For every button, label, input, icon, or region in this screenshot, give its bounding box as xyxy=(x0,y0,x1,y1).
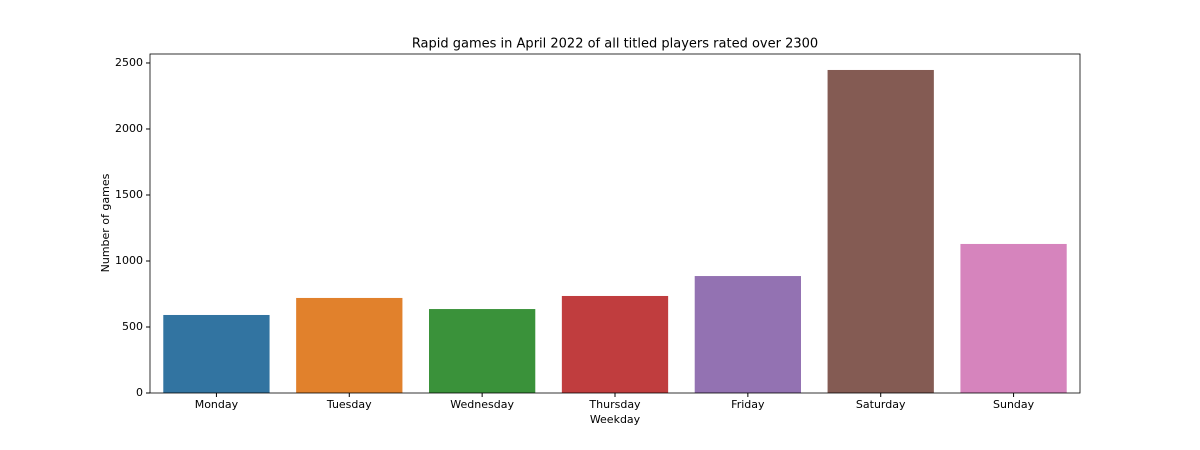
y-tick-label: 500 xyxy=(122,320,143,333)
x-tick-label: Thursday xyxy=(588,398,641,411)
y-tick-label: 2000 xyxy=(115,122,143,135)
y-tick-label: 1500 xyxy=(115,188,143,201)
x-tick-label: Monday xyxy=(195,398,239,411)
y-tick-label: 1000 xyxy=(115,254,143,267)
bar xyxy=(827,69,934,393)
x-tick-label: Friday xyxy=(731,398,765,411)
bar xyxy=(561,295,669,393)
plot-frame xyxy=(149,53,1081,394)
bar xyxy=(296,297,403,393)
bar xyxy=(694,276,801,393)
x-tick-label: Wednesday xyxy=(450,398,514,411)
bar xyxy=(960,243,1067,393)
y-tick-label: 2500 xyxy=(115,56,143,69)
y-tick-label: 0 xyxy=(136,386,143,399)
x-tick-label: Sunday xyxy=(993,398,1035,411)
chart-title: Rapid games in April 2022 of all titled … xyxy=(412,37,818,52)
x-tick-label: Tuesday xyxy=(326,398,372,411)
y-axis-label: Number of games xyxy=(99,173,112,272)
bar xyxy=(429,309,536,393)
x-axis-label: Weekday xyxy=(590,413,641,426)
x-tick-label: Saturday xyxy=(856,398,906,411)
bar xyxy=(163,314,270,393)
